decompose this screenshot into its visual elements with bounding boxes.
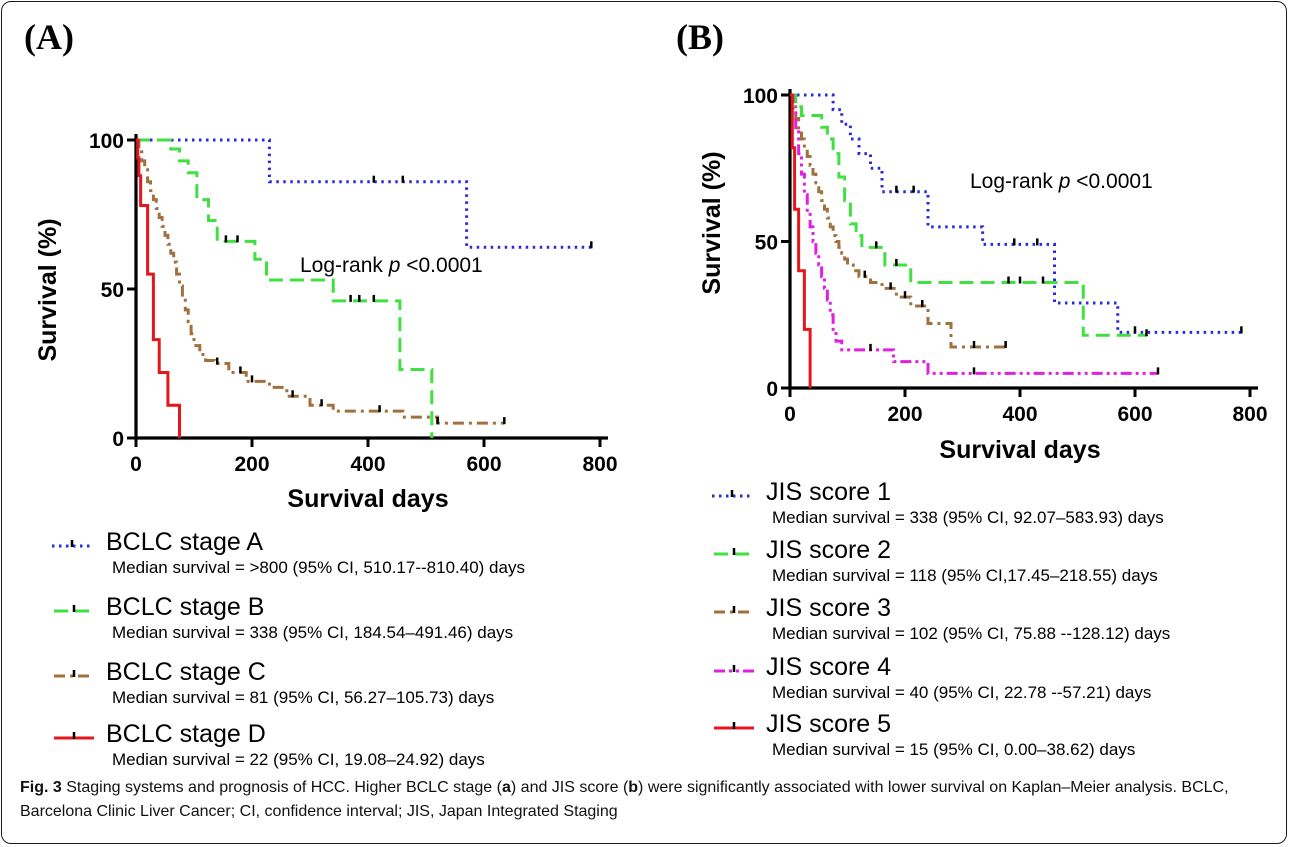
chart-a-legend-median-bclc-stage-a: Median survival = >800 (95% CI, 510.17--… — [112, 558, 525, 577]
chart-b-y-tick-label: 100 — [743, 85, 778, 108]
chart-b-x-tick-label: 400 — [1002, 403, 1037, 426]
chart-a-logrank-annotation: Log-rank p <0.0001 — [300, 254, 483, 277]
chart-b-x-tick-label: 800 — [1232, 403, 1267, 426]
chart-b-series-jis-score-1 — [790, 93, 1242, 334]
chart-a-legend-label-bclc-stage-c: BCLC stage C — [106, 658, 266, 686]
chart-b-x-tick-label: 200 — [887, 403, 922, 426]
chart-a-legend-swatch-bclc-stage-b — [54, 605, 94, 613]
chart-a-legend-median-bclc-stage-d: Median survival = 22 (95% CI, 19.08–24.9… — [112, 750, 485, 769]
caption-text-3: ) were significantly associated with low… — [20, 779, 1229, 820]
chart-a-x-axis-title: Survival days — [287, 485, 448, 513]
chart-b-legend-median-jis-score-3: Median survival = 102 (95% CI, 75.88 --1… — [772, 624, 1171, 643]
chart-a-legend-label-bclc-stage-a: BCLC stage A — [106, 528, 264, 556]
chart-b-series-jis-score-3 — [790, 93, 1006, 349]
caption-text-2: ) and JIS score ( — [510, 779, 629, 796]
chart-b-legend-swatch-jis-score-1 — [712, 490, 752, 498]
chart-b-series-jis-score-5 — [790, 93, 812, 388]
caption-fig-number: Fig. 3 — [20, 779, 62, 796]
chart-b-legend-median-jis-score-2: Median survival = 118 (95% CI,17.45–218.… — [772, 566, 1158, 585]
chart-a-legend-swatch-bclc-stage-d — [54, 732, 94, 740]
chart-b-legend-median-jis-score-1: Median survival = 338 (95% CI, 92.07–583… — [772, 508, 1164, 527]
chart-b-legend-swatch-jis-score-3 — [714, 606, 754, 614]
chart-a-x-tick-label: 400 — [350, 453, 385, 476]
chart-a-legend-median-bclc-stage-c: Median survival = 81 (95% CI, 56.27–105.… — [112, 688, 495, 707]
chart-a-y-tick-label: 0 — [112, 428, 124, 451]
chart-b-x-axis-title: Survival days — [939, 436, 1100, 464]
chart-a-x-tick-label: 200 — [234, 453, 269, 476]
panel-b-label: (B) — [676, 17, 724, 57]
caption-text-1: Staging systems and prognosis of HCC. Hi… — [61, 779, 502, 796]
chart-b-legend-label-jis-score-2: JIS score 2 — [766, 536, 892, 564]
chart-a-y-axis-title: Survival (%) — [34, 218, 62, 361]
chart-b-legend-median-jis-score-5: Median survival = 15 (95% CI, 0.00–38.62… — [772, 740, 1136, 759]
chart-a-legend-label-bclc-stage-b: BCLC stage B — [106, 593, 265, 621]
chart-b-legend-label-jis-score-4: JIS score 4 — [766, 653, 892, 681]
caption-panel-a-ref: a — [501, 779, 511, 796]
chart-b-x-tick-label: 0 — [784, 403, 796, 426]
chart-a-x-tick-label: 800 — [582, 453, 617, 476]
chart-b-legend-label-jis-score-3: JIS score 3 — [766, 594, 892, 622]
chart-b-y-tick-label: 50 — [755, 232, 778, 255]
chart-a-series-bclc-stage-c — [136, 138, 505, 425]
chart-b-series-jis-score-2 — [790, 93, 1147, 337]
chart-a-series-bclc-stage-d — [136, 138, 181, 438]
chart-a-y-tick-label: 100 — [89, 130, 124, 153]
chart-a-legend-swatch-bclc-stage-a — [52, 540, 92, 548]
chart-b-legend-swatch-jis-score-5 — [714, 722, 754, 730]
figure-caption: Fig. 3 Staging systems and prognosis of … — [20, 776, 1270, 824]
chart-a-series-bclc-stage-a — [136, 138, 592, 249]
chart-b-legend-label-jis-score-1: JIS score 1 — [766, 478, 892, 506]
chart-b-legend-median-jis-score-4: Median survival = 40 (95% CI, 22.78 --57… — [772, 683, 1152, 702]
chart-b-legend: JIS score 1 Median survival = 338 (95% CI… — [700, 478, 1280, 774]
chart-b-legend-label-jis-score-5: JIS score 5 — [766, 710, 892, 738]
chart-a-legend-swatch-bclc-stage-c — [54, 670, 94, 678]
chart-a-legend-median-bclc-stage-b: Median survival = 338 (95% CI, 184.54–49… — [112, 623, 514, 642]
chart-a-x-tick-label: 0 — [130, 453, 142, 476]
chart-b-x-tick-label: 600 — [1117, 403, 1152, 426]
chart-a-legend: BCLC stage A Median survival = >800 (95% … — [40, 528, 640, 772]
chart-a-y-tick-label: 50 — [101, 279, 124, 302]
panel-a-label: (A) — [24, 17, 74, 57]
caption-panel-b-ref: b — [628, 779, 639, 796]
chart-b-logrank-annotation: Log-rank p <0.0001 — [970, 170, 1153, 193]
chart-a-series-bclc-stage-b — [136, 138, 434, 438]
chart-b-series-jis-score-4 — [790, 93, 1158, 375]
chart-a-legend-label-bclc-stage-d: BCLC stage D — [106, 720, 266, 748]
chart-b-legend-swatch-jis-score-4 — [714, 665, 754, 673]
chart-b-y-axis-title: Survival (%) — [698, 151, 726, 294]
chart-b-y-tick-label: 0 — [766, 378, 778, 401]
chart-b-legend-swatch-jis-score-2 — [714, 548, 754, 556]
chart-a-x-tick-label: 600 — [466, 453, 501, 476]
